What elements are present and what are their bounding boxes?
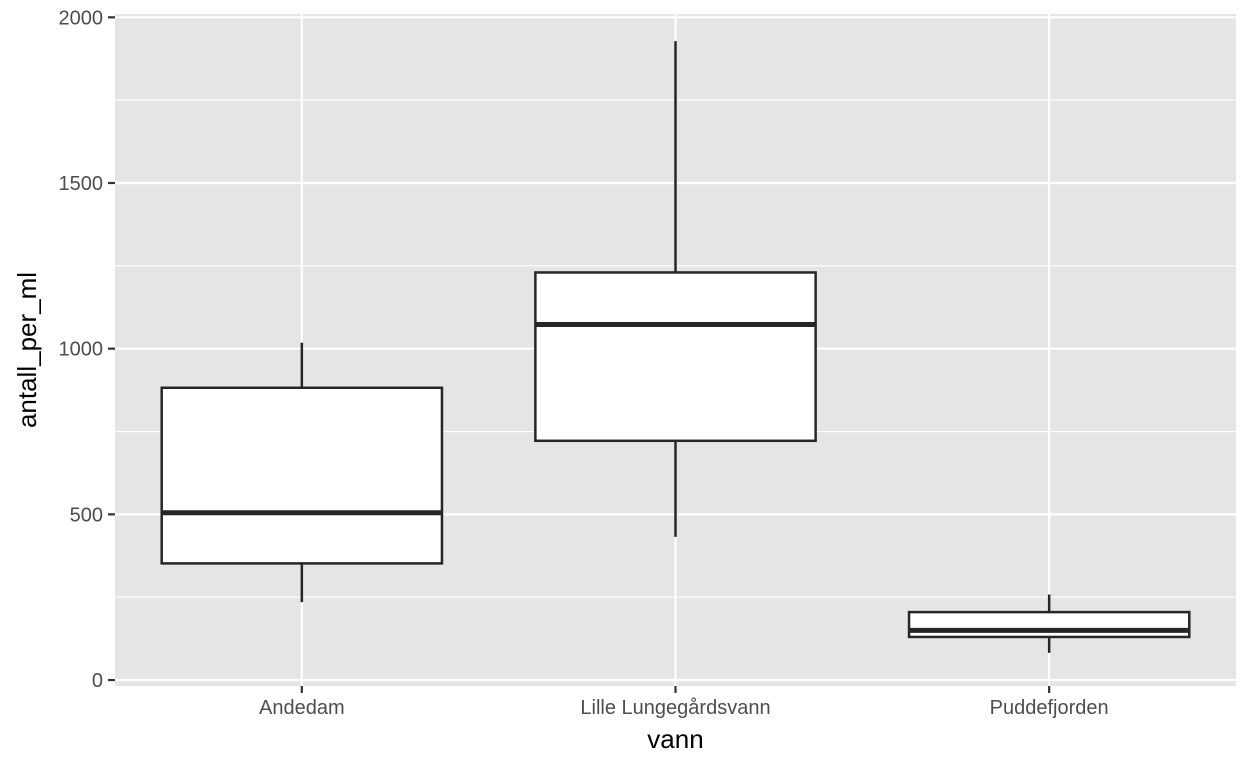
box-3 [907, 594, 1191, 653]
y-tick-label: 500 [70, 504, 103, 526]
box-iqr [534, 271, 817, 443]
box-iqr [160, 386, 444, 565]
x-tick-label: Lille Lungegårdsvann [580, 697, 770, 719]
boxes [160, 41, 1191, 653]
y-tick-label: 2000 [59, 7, 104, 29]
box-2 [534, 41, 817, 537]
y-tick-label: 1000 [59, 339, 104, 361]
box-iqr [907, 610, 1191, 639]
box-1 [160, 342, 444, 603]
y-tick-label: 1500 [59, 173, 104, 195]
axes: 0 500 1000 1500 2000 Andedam Lille Lungegårdsv… [59, 7, 1109, 719]
x-tick-label: Puddefjorden [990, 697, 1109, 719]
y-tick-label: 0 [92, 670, 103, 692]
x-axis-title: vann [647, 724, 703, 754]
y-axis-title: antall_per_ml [12, 272, 42, 428]
x-tick-label: Andedam [259, 697, 345, 719]
